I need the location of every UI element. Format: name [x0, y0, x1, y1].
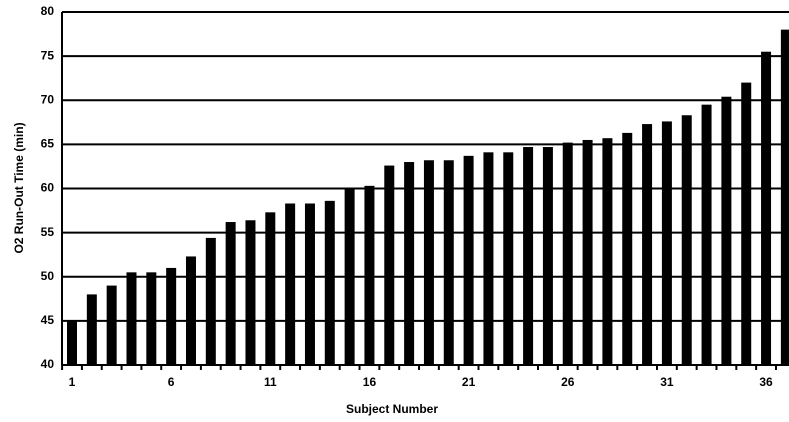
bar — [146, 272, 157, 365]
y-axis-label: O2 Run-Out Time (min) — [12, 122, 26, 253]
x-tick-label: 6 — [168, 375, 175, 389]
bar — [483, 152, 494, 365]
bar — [225, 222, 236, 365]
bar — [67, 320, 77, 365]
y-tick-label: 50 — [41, 269, 55, 283]
y-tick-label: 70 — [41, 92, 55, 106]
x-tick-label: 26 — [561, 375, 575, 389]
bar — [701, 104, 712, 365]
bar — [542, 147, 553, 365]
bar — [503, 152, 514, 365]
y-tick-label: 75 — [41, 48, 55, 62]
bar — [423, 160, 434, 365]
bar — [404, 162, 415, 365]
bar — [761, 51, 772, 366]
bar — [106, 285, 117, 365]
bar — [642, 124, 653, 365]
bar — [384, 165, 395, 365]
y-tick-label: 55 — [41, 225, 55, 239]
bar — [661, 121, 672, 366]
bar — [602, 138, 613, 365]
bar — [344, 188, 355, 365]
x-tick-label: 31 — [660, 375, 674, 389]
x-tick-label: 36 — [759, 375, 773, 389]
x-tick-label: 11 — [264, 375, 277, 389]
bar — [443, 160, 454, 365]
x-axis-label: Subject Number — [346, 402, 438, 416]
bar — [265, 212, 276, 365]
x-tick-label: 16 — [363, 375, 377, 389]
bar — [562, 142, 573, 365]
x-tick-label: 21 — [462, 375, 476, 389]
bar — [185, 256, 196, 365]
bar — [780, 29, 789, 366]
y-tick-label: 40 — [41, 357, 55, 371]
bar — [741, 82, 752, 365]
bar — [86, 294, 97, 365]
bar — [245, 220, 256, 365]
bar — [324, 200, 335, 365]
bar — [582, 139, 593, 365]
y-tick-label: 65 — [41, 137, 55, 151]
bar — [126, 272, 137, 365]
bar — [463, 155, 474, 365]
y-tick-label: 45 — [41, 313, 55, 327]
bar — [205, 237, 216, 365]
y-tick-label: 60 — [41, 181, 55, 195]
bar — [285, 203, 296, 365]
bar — [523, 147, 534, 365]
bar — [166, 267, 177, 365]
y-tick-label: 80 — [41, 4, 55, 18]
bar — [304, 203, 315, 365]
bar — [364, 185, 375, 365]
x-tick-label: 1 — [69, 375, 76, 389]
bar — [721, 96, 732, 365]
bar — [681, 115, 692, 365]
bar — [622, 132, 633, 365]
